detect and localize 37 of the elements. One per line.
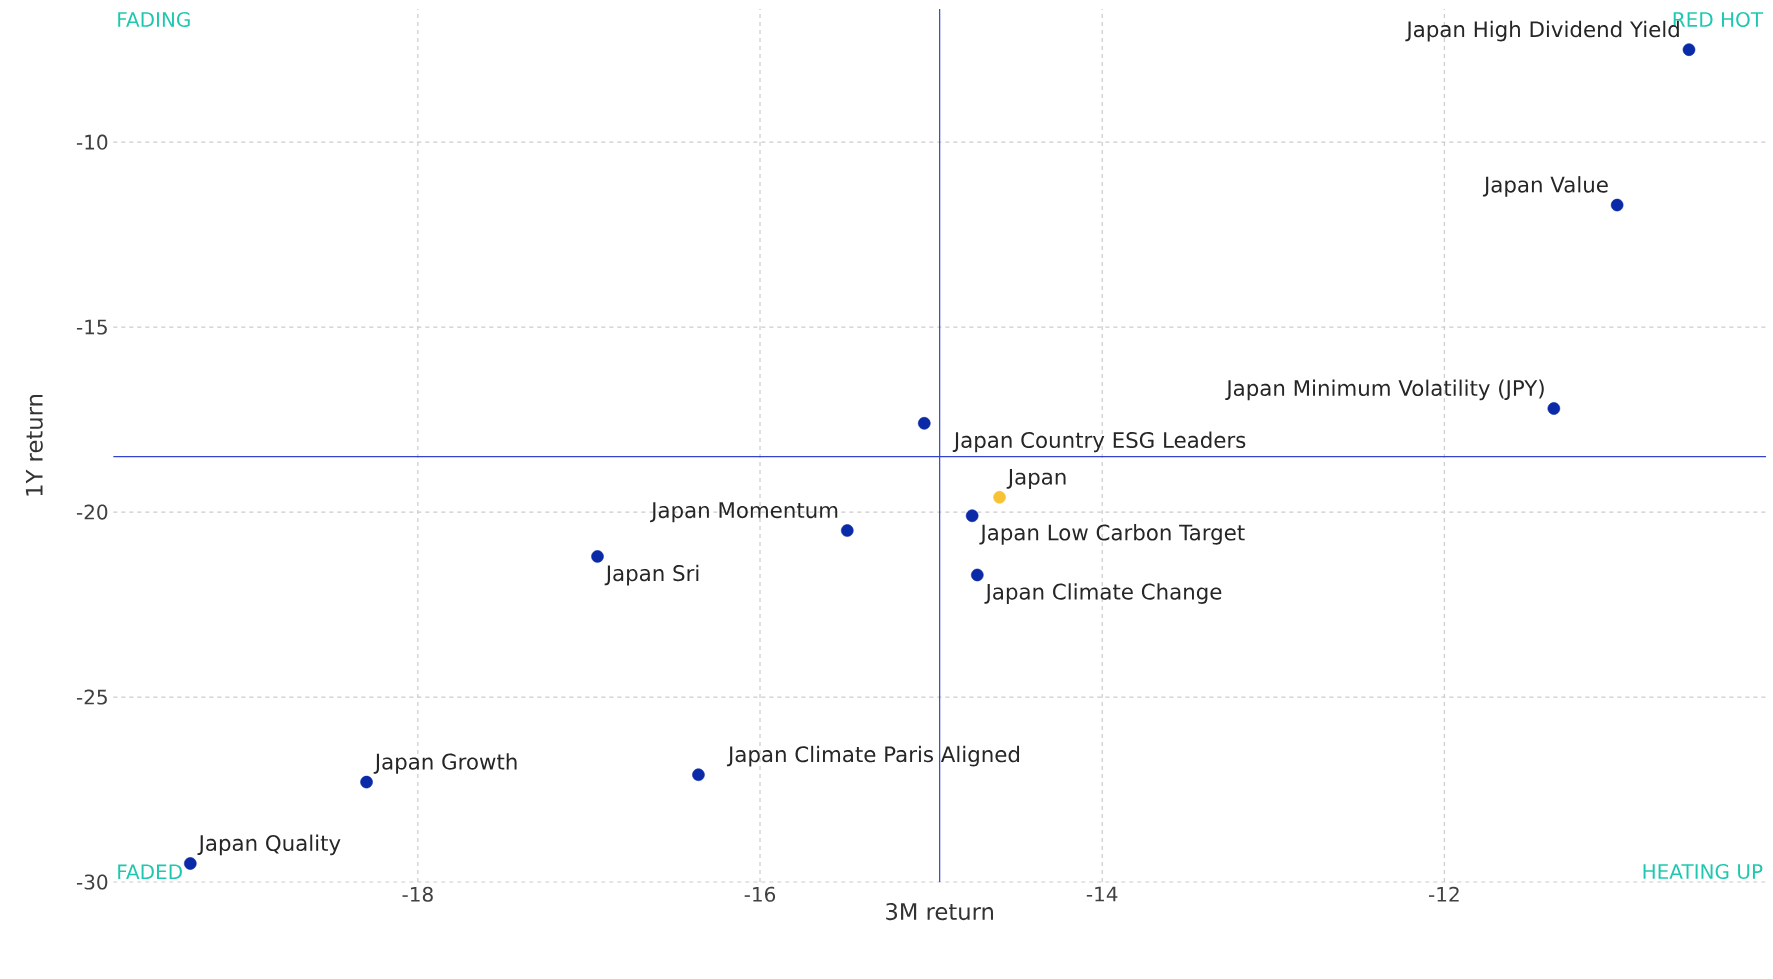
x-tick-label: -14 bbox=[1086, 886, 1118, 902]
annotation: Japan Sri bbox=[604, 564, 699, 586]
annotation: Japan Low Carbon Target bbox=[979, 524, 1245, 545]
annotation: HEATING UP bbox=[1643, 863, 1763, 880]
x-tick-label: -18 bbox=[402, 886, 433, 902]
annotation: Japan Climate Paris Aligned bbox=[726, 745, 1020, 767]
x-tick-label: -16 bbox=[744, 886, 776, 902]
annotation: Japan Growth bbox=[373, 753, 517, 774]
annotation: Japan Climate Change bbox=[984, 583, 1222, 604]
point bbox=[591, 550, 604, 563]
point bbox=[993, 491, 1006, 504]
annotation: Japan Quality bbox=[197, 834, 341, 856]
annotation: FADING bbox=[118, 11, 190, 28]
y-tick-label: -25 bbox=[76, 689, 107, 705]
point bbox=[971, 568, 984, 582]
point bbox=[1682, 43, 1696, 56]
point bbox=[1547, 402, 1561, 415]
y-axis-title: 1Y return bbox=[25, 395, 43, 496]
annotation: Japan Momentum bbox=[650, 502, 838, 523]
annotation: Japan Minimum Volatility (JPY) bbox=[1225, 379, 1544, 401]
point bbox=[360, 775, 373, 789]
point bbox=[965, 509, 979, 523]
x-tick-label: -12 bbox=[1429, 886, 1459, 902]
annotation: Japan bbox=[1006, 469, 1066, 490]
y-tick-label: -10 bbox=[76, 134, 108, 150]
point bbox=[1610, 198, 1624, 212]
point bbox=[841, 524, 854, 537]
x-axis-title: 3M return bbox=[886, 902, 993, 921]
annotation: Japan Country ESG Leaders bbox=[952, 431, 1246, 453]
point bbox=[692, 768, 705, 781]
annotation: FADED bbox=[118, 864, 182, 880]
point bbox=[184, 857, 197, 870]
y-tick-label: -20 bbox=[76, 504, 108, 520]
annotation: Japan Value bbox=[1482, 176, 1608, 197]
y-tick-label: -30 bbox=[76, 874, 108, 890]
point bbox=[917, 417, 931, 430]
y-tick-label: -15 bbox=[76, 319, 107, 335]
